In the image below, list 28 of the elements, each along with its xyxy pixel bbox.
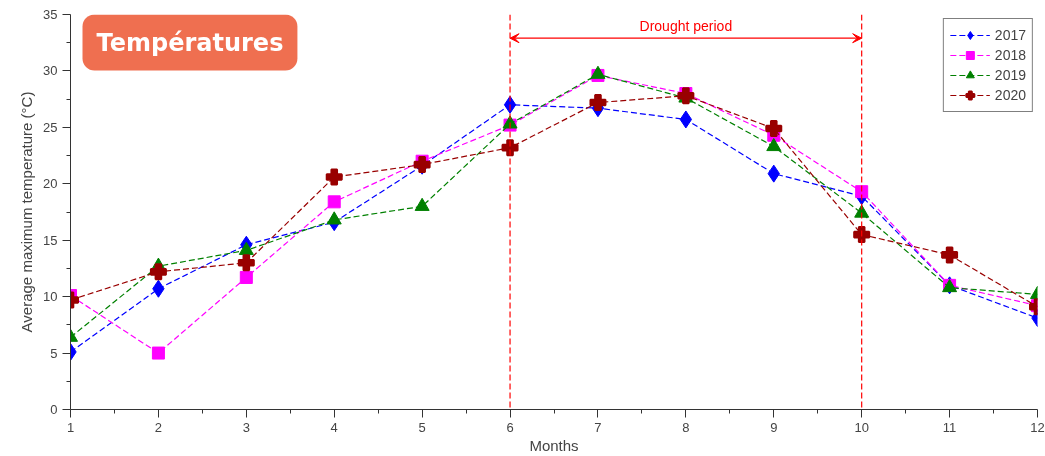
x-tick-label: 7 [594,419,602,435]
y-tick-label: 15 [43,232,58,248]
x-tick-label: 12 [1030,419,1045,435]
x-tick-label: 1 [66,419,75,435]
x-tick-label: 11 [942,419,957,435]
x-tick-label: 6 [506,419,514,435]
y-tick-label: 10 [43,289,58,305]
legend-label: 2018 [994,47,1026,63]
legend-label: 2020 [994,87,1026,103]
x-tick-label: 4 [330,419,338,435]
y-tick-label: 0 [50,402,58,417]
x-tick-label: 5 [418,419,426,435]
y-tick-label: 35 [43,7,58,22]
x-tick-label: 8 [682,419,690,435]
y-axis-title: Average maximum temperature (°C) [18,91,36,333]
y-tick-label: 20 [43,176,58,192]
x-tick-label: 2 [154,419,163,435]
legend-label: 2017 [994,27,1026,43]
x-tick-label: 3 [242,419,250,435]
y-tick-label: 5 [50,345,58,361]
text: Températures [96,28,284,57]
x-axis-title: Months [529,436,579,454]
legend-label: 2019 [994,67,1026,83]
x-tick-label: 10 [854,419,869,435]
annotation: Drought period [639,18,733,35]
y-tick-label: 25 [43,119,58,135]
y-tick-label: 30 [43,63,58,79]
x-tick-label: 9 [770,419,778,435]
